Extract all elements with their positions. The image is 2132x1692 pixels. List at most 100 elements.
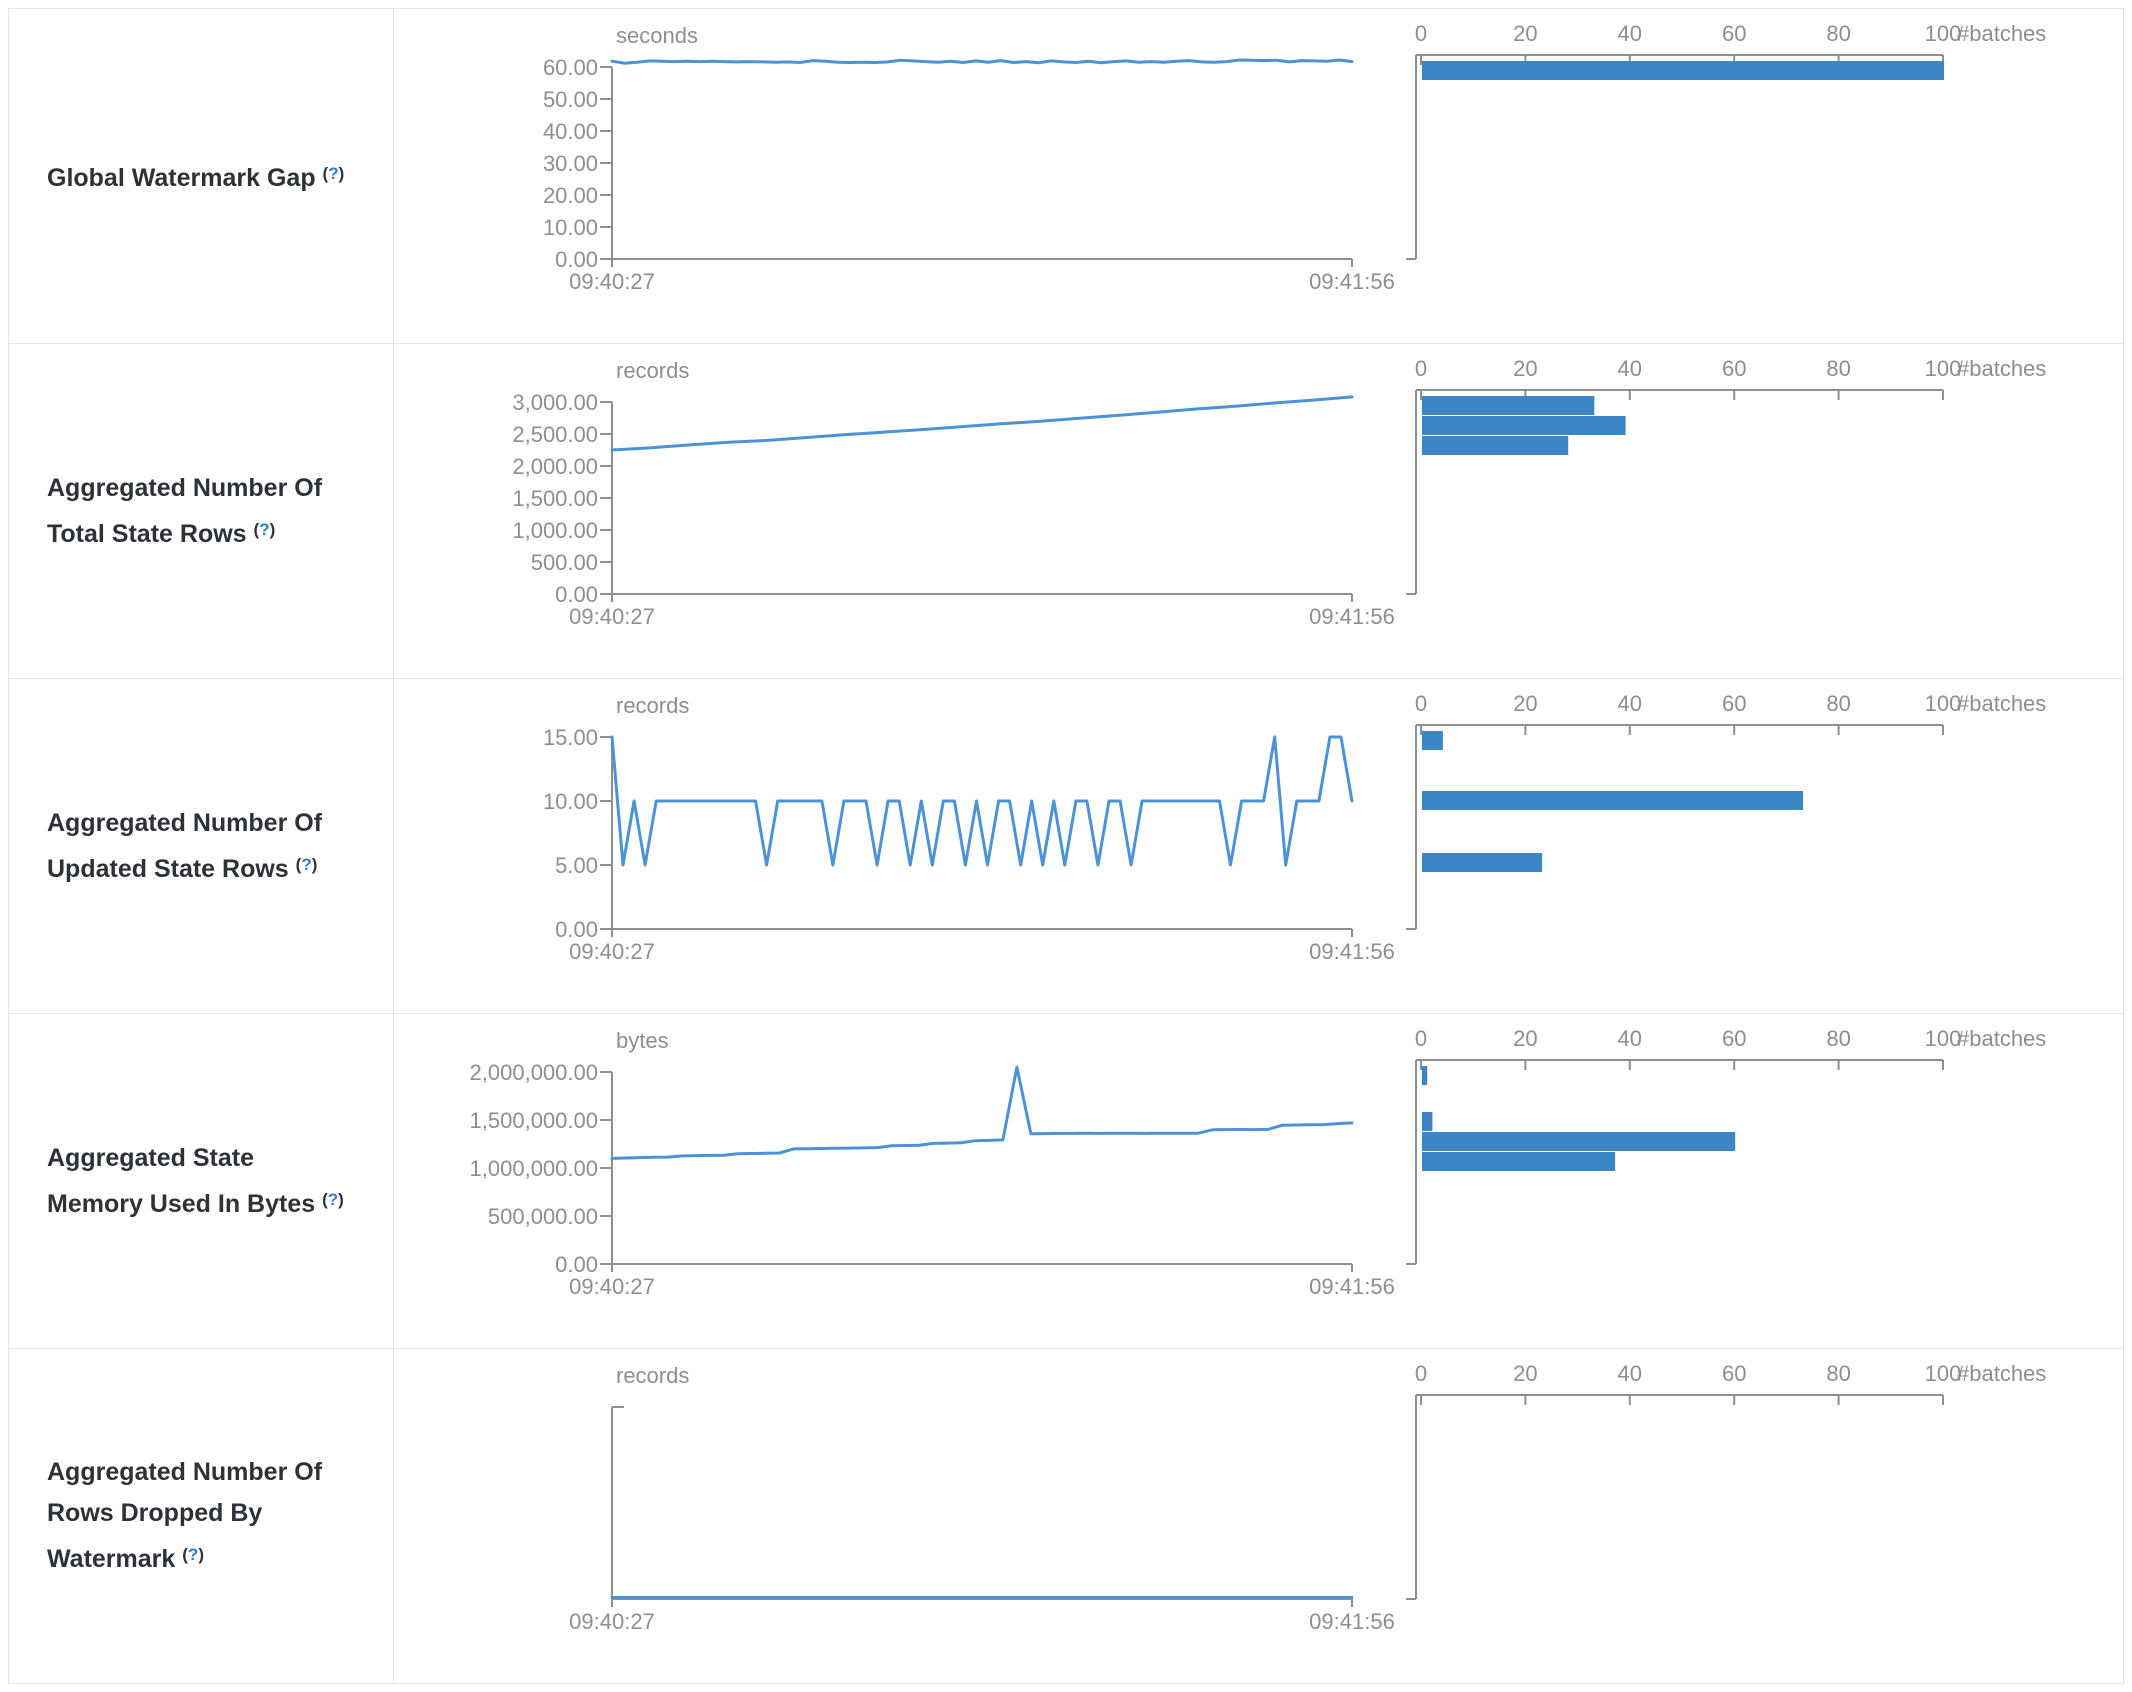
timeline-line	[610, 735, 1354, 867]
metric-label: Aggregated Number Of Updated State Rows …	[47, 808, 323, 883]
timeline-y-tick-label: 10.00	[543, 789, 598, 814]
histogram-x-tick-label: 80	[1826, 1361, 1850, 1386]
metric-label-cell: Aggregated Number Of Rows Dropped By Wat…	[9, 1349, 394, 1683]
histogram-x-tick-label: 80	[1826, 1026, 1850, 1051]
metric-row: Global Watermark Gap (?) seconds 60.00 50.0…	[9, 9, 2123, 343]
histogram-bar	[1422, 1066, 1428, 1085]
metric-charts-cell: records 3,000.00 2,500.00 2,000.00 1,500.00 1…	[394, 344, 2123, 678]
metric-charts-svg: records 3,000.00 2,500.00 2,000.00 1,500.00 1…	[512, 356, 2046, 629]
histogram-x-tick-label: 20	[1513, 1361, 1537, 1386]
timeline-y-tick-label: 1,000,000.00	[470, 1156, 598, 1181]
help-paren-open: (	[295, 854, 302, 874]
histogram-x-tick-label: 20	[1513, 1026, 1537, 1051]
timeline-x-start-label: 09:40:27	[569, 1274, 655, 1299]
metric-row: Aggregated State Memory Used In Bytes (?…	[9, 1013, 2123, 1348]
help-paren-close: )	[338, 164, 345, 183]
timeline-y-tick-label: 30.00	[543, 151, 598, 176]
timeline-y-tick-label: 2,000,000.00	[470, 1060, 598, 1085]
help-paren-close: )	[311, 854, 318, 874]
histogram-bar	[1422, 1132, 1736, 1151]
timeline-x-start-label: 09:40:27	[569, 269, 655, 294]
histogram-unit-label: #batches	[1957, 356, 2046, 381]
metric-charts-svg: bytes 2,000,000.00 1,500,000.00 1,000,000.0…	[470, 1026, 2047, 1299]
histogram-unit-label: #batches	[1957, 1026, 2046, 1051]
histogram-bar	[1422, 853, 1543, 872]
metric-charts-svg: seconds 60.00 50.00 40.00 30.00 20.00 10.00 0.0…	[543, 21, 2046, 294]
timeline-y-tick-label: 2,500.00	[512, 422, 598, 447]
metric-label-cell: Global Watermark Gap (?)	[9, 9, 394, 343]
histogram-x-tick-label: 60	[1722, 1026, 1746, 1051]
metric-label: Aggregated Number Of Rows Dropped By Wat…	[47, 1458, 323, 1573]
timeline-y-tick-label: 40.00	[543, 119, 598, 144]
histogram-bar	[1422, 436, 1569, 455]
histogram-x-tick-label: 60	[1722, 1361, 1746, 1386]
timeline-x-start-label: 09:40:27	[569, 604, 655, 629]
histogram-x-tick-label: 40	[1618, 691, 1642, 716]
timeline-x-end-label: 09:41:56	[1309, 269, 1395, 294]
timeline-y-tick-label: 0.00	[555, 1252, 598, 1277]
help-question-icon[interactable]: ?	[301, 854, 312, 874]
metric-charts-cell: seconds 60.00 50.00 40.00 30.00 20.00 10.00 0.0…	[394, 9, 2123, 343]
histogram-x-tick-label: 80	[1826, 21, 1850, 46]
help-paren-close: )	[198, 1545, 204, 1564]
histogram-x-tick-label: 80	[1826, 691, 1850, 716]
help-question-icon[interactable]: ?	[327, 1189, 339, 1209]
histogram-x-tick-label: 0	[1415, 691, 1427, 716]
help-question-icon[interactable]: ?	[187, 1545, 199, 1564]
timeline-unit-label: bytes	[616, 1028, 669, 1053]
timeline-y-tick-label: 10.00	[543, 215, 598, 240]
histogram-x-tick-label: 20	[1513, 356, 1537, 381]
histogram-x-tick-label: 40	[1618, 356, 1642, 381]
timeline-x-end-label: 09:41:56	[1309, 939, 1395, 964]
histogram-bar	[1422, 1152, 1616, 1171]
timeline-y-tick-label: 15.00	[543, 725, 598, 750]
help-paren-open: (	[253, 519, 260, 539]
timeline-y-tick-label: 500,000.00	[488, 1204, 598, 1229]
metric-charts-svg: records 09:40:27 09:41:56 0 20 40 60 80 100#batc…	[569, 1361, 2046, 1634]
timeline-x-end-label: 09:41:56	[1309, 1274, 1395, 1299]
histogram-bar	[1422, 791, 1804, 810]
histogram-x-tick-label: 20	[1513, 691, 1537, 716]
histogram-x-tick-label: 40	[1618, 21, 1642, 46]
metric-row: Aggregated Number Of Rows Dropped By Wat…	[9, 1348, 2123, 1683]
metric-row: Aggregated Number Of Updated State Rows …	[9, 678, 2123, 1013]
metric-label-cell: Aggregated Number Of Total State Rows (?…	[9, 344, 394, 678]
help-tooltip[interactable]: (?)	[296, 855, 318, 874]
help-paren-open: (	[322, 1189, 328, 1209]
help-tooltip[interactable]: (?)	[323, 164, 345, 183]
histogram-unit-label: #batches	[1957, 1361, 2046, 1386]
histogram-bar	[1422, 731, 1443, 750]
histogram-x-tick-label: 20	[1513, 21, 1537, 46]
histogram-x-tick-label: 60	[1722, 21, 1746, 46]
metric-label: Global Watermark Gap (?)	[47, 164, 345, 192]
timeline-unit-label: seconds	[616, 23, 698, 48]
timeline-unit-label: records	[616, 693, 689, 718]
metric-label-cell: Aggregated Number Of Updated State Rows …	[9, 679, 394, 1013]
timeline-y-tick-label: 500.00	[531, 550, 598, 575]
timeline-line	[610, 1065, 1354, 1160]
help-question-icon[interactable]: ?	[328, 164, 339, 183]
histogram-x-tick-label: 60	[1722, 691, 1746, 716]
histogram-x-tick-label: 60	[1722, 356, 1746, 381]
histogram-x-tick-label: 100	[1925, 1026, 1962, 1051]
timeline-x-start-label: 09:40:27	[569, 939, 655, 964]
help-tooltip[interactable]: (?)	[254, 520, 276, 539]
histogram-x-tick-label: 0	[1415, 21, 1427, 46]
timeline-x-end-label: 09:41:56	[1309, 604, 1395, 629]
histogram-bar	[1422, 396, 1595, 415]
metric-charts-cell: records 15.00 10.00 5.00 0.00 09:40:27 09:41:5…	[394, 679, 2123, 1013]
timeline-y-tick-label: 60.00	[543, 55, 598, 80]
timeline-unit-label: records	[616, 358, 689, 383]
help-tooltip[interactable]: (?)	[322, 1190, 344, 1209]
timeline-y-tick-label: 20.00	[543, 183, 598, 208]
histogram-x-tick-label: 100	[1925, 1361, 1962, 1386]
histogram-x-tick-label: 100	[1925, 21, 1962, 46]
help-question-icon[interactable]: ?	[259, 519, 270, 539]
timeline-line	[610, 395, 1354, 452]
timeline-y-tick-label: 0.00	[555, 917, 598, 942]
histogram-bar	[1422, 1112, 1433, 1131]
histogram-x-tick-label: 100	[1925, 691, 1962, 716]
help-tooltip[interactable]: (?)	[182, 1545, 204, 1564]
histogram-unit-label: #batches	[1957, 21, 2046, 46]
